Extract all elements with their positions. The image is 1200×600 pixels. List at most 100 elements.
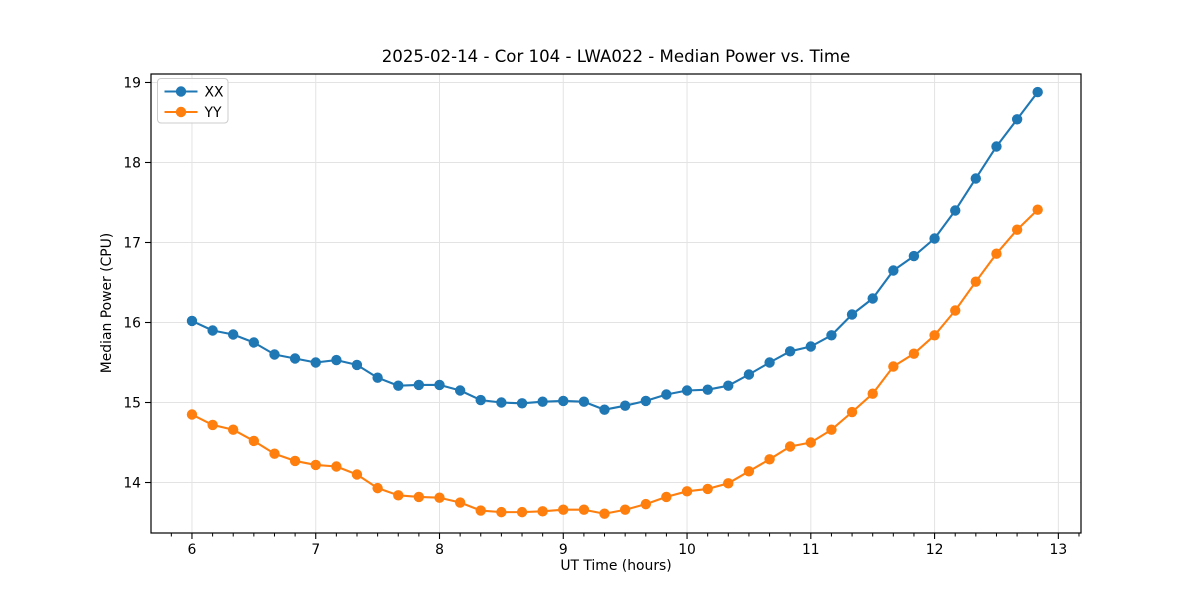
series-XX-marker xyxy=(578,396,590,407)
series-XX-marker xyxy=(867,293,878,304)
series-YY-marker xyxy=(558,504,569,515)
series-XX-marker xyxy=(702,384,713,395)
series-YY-marker xyxy=(434,492,445,503)
series-YY-marker xyxy=(351,469,363,480)
x-tick-label: 10 xyxy=(678,542,696,558)
series-YY-marker xyxy=(475,505,486,516)
series-XX-marker xyxy=(661,389,672,400)
series-XX-marker xyxy=(186,315,198,327)
series-XX-marker xyxy=(764,357,775,368)
series-YY-marker xyxy=(764,454,775,465)
y-tick-label: 17 xyxy=(123,235,141,251)
series-YY-marker xyxy=(413,491,425,503)
series-YY-marker xyxy=(1011,224,1023,235)
x-tick-label: 9 xyxy=(559,542,568,558)
series-XX-marker xyxy=(227,329,239,340)
series-YY-marker xyxy=(640,498,652,510)
series-YY-marker xyxy=(743,466,755,477)
series-XX-marker xyxy=(393,380,404,391)
series-YY-marker xyxy=(537,506,548,517)
series-XX-marker xyxy=(599,404,610,415)
series-XX-marker xyxy=(496,397,507,408)
series-XX-marker xyxy=(991,141,1002,152)
series-YY-marker xyxy=(619,504,631,515)
series-YY-marker xyxy=(888,361,899,372)
legend-marker xyxy=(175,106,187,118)
series-XX-marker xyxy=(681,385,693,396)
series-XX xyxy=(186,86,1043,415)
legend-label: XX xyxy=(205,84,225,100)
series-XX-marker xyxy=(1011,114,1023,125)
series-XX-marker xyxy=(970,173,981,184)
x-axis-label: UT Time (hours) xyxy=(560,558,672,574)
series-YY-marker xyxy=(331,461,342,472)
legend: XX YY xyxy=(157,78,229,124)
y-axis-label-text: Median Power (CPU) xyxy=(99,232,116,374)
series-YY-marker xyxy=(186,409,198,420)
series-XX-marker xyxy=(269,349,280,360)
y-tick-label: 18 xyxy=(123,155,141,171)
series-XX-marker xyxy=(516,398,528,409)
series-XX-marker xyxy=(475,394,486,406)
series-YY-marker xyxy=(702,483,713,495)
series-YY-marker xyxy=(393,490,404,501)
y-tick-label: 19 xyxy=(123,75,141,91)
series-XX-marker xyxy=(950,205,961,216)
legend-entry-XX: XX xyxy=(164,84,225,100)
legend-entry-YY: YY xyxy=(164,105,222,121)
series-XX-marker xyxy=(784,346,796,357)
series-YY-marker xyxy=(908,348,920,359)
series-YY-marker xyxy=(454,497,466,508)
series-XX-marker xyxy=(640,395,652,407)
series-YY-marker xyxy=(723,478,734,489)
x-tick-label: 6 xyxy=(188,542,197,558)
series-YY-marker xyxy=(681,486,693,497)
chart-title: 2025-02-14 - Cor 104 - LWA022 - Median P… xyxy=(381,47,851,66)
series-YY-marker xyxy=(227,424,239,435)
series-XX-marker xyxy=(619,400,631,411)
series-YY-marker xyxy=(578,504,590,515)
series-YY-marker xyxy=(805,437,817,448)
x-tick-label: 13 xyxy=(1050,542,1068,558)
series-XX-marker xyxy=(743,369,755,380)
series-YY-marker xyxy=(970,276,981,287)
series-YY-marker xyxy=(784,441,796,452)
series-YY xyxy=(186,204,1043,519)
series-YY-marker xyxy=(1032,204,1043,215)
series-YY-marker xyxy=(661,491,672,503)
series-XX-marker xyxy=(888,265,899,276)
series-XX-marker xyxy=(537,396,548,407)
series-XX-marker xyxy=(372,372,383,383)
x-tick-label: 11 xyxy=(802,542,820,558)
series-XX-marker xyxy=(723,380,734,391)
series-YY-marker xyxy=(248,435,260,447)
series-YY-marker xyxy=(846,406,858,418)
series-XX-marker xyxy=(434,379,445,391)
series-YY-marker xyxy=(826,424,837,435)
y-tick-label: 15 xyxy=(123,395,141,411)
series-XX-marker xyxy=(929,233,940,244)
series-XX-marker xyxy=(908,250,920,262)
series-XX-marker xyxy=(289,353,301,364)
series-YY-marker xyxy=(289,455,301,467)
series-YY-marker xyxy=(867,388,878,399)
series-XX-marker xyxy=(558,395,569,407)
x-tick-label: 12 xyxy=(926,542,944,558)
legend-label: YY xyxy=(204,105,222,121)
series-YY-marker xyxy=(599,508,610,519)
series-YY-marker xyxy=(269,448,280,459)
legend-marker xyxy=(175,86,187,97)
series-XX-marker xyxy=(351,359,363,371)
y-tick-label: 16 xyxy=(123,315,141,331)
series-YY-marker xyxy=(950,305,961,316)
x-tick-label: 8 xyxy=(435,542,444,558)
y-axis: 14 15 16 17 18 19 xyxy=(123,75,151,491)
series-YY-marker xyxy=(929,330,940,341)
series-YY-marker xyxy=(372,482,383,494)
grid xyxy=(151,74,1081,533)
series-XX-marker xyxy=(207,325,218,336)
series-XX-marker xyxy=(454,385,466,396)
series-YY-marker xyxy=(310,459,321,471)
